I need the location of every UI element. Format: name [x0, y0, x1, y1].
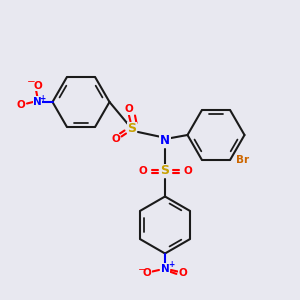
- Text: O: O: [178, 268, 188, 278]
- Text: N: N: [160, 263, 169, 274]
- Text: O: O: [138, 166, 147, 176]
- Text: +: +: [39, 94, 45, 103]
- Text: O: O: [142, 268, 152, 278]
- Text: S: S: [160, 164, 169, 178]
- Text: −: −: [138, 265, 147, 275]
- Text: O: O: [16, 100, 26, 110]
- Text: O: O: [183, 166, 192, 176]
- Text: O: O: [111, 134, 120, 145]
- Text: +: +: [168, 260, 174, 269]
- Text: O: O: [33, 80, 42, 91]
- Text: S: S: [128, 122, 136, 136]
- Text: N: N: [160, 134, 170, 148]
- Text: Br: Br: [236, 155, 249, 165]
- Text: N: N: [33, 97, 42, 107]
- Text: −: −: [27, 77, 36, 88]
- Text: O: O: [124, 104, 134, 115]
